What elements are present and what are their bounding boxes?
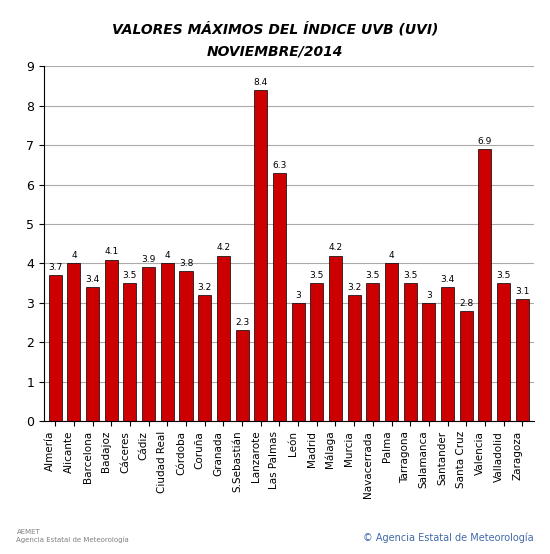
Text: 3.5: 3.5: [123, 271, 137, 280]
Text: 3: 3: [426, 291, 432, 300]
Text: 3.7: 3.7: [48, 263, 62, 272]
Text: 3.9: 3.9: [141, 255, 156, 264]
Bar: [86, 287, 99, 421]
Text: 3.5: 3.5: [366, 271, 380, 280]
Bar: [179, 271, 192, 421]
Text: 3.1: 3.1: [515, 287, 530, 296]
Bar: [235, 330, 249, 421]
Text: 8.4: 8.4: [254, 78, 268, 87]
Bar: [67, 264, 80, 421]
Text: 2.3: 2.3: [235, 319, 249, 327]
Text: © Agencia Estatal de Meteorología: © Agencia Estatal de Meteorología: [363, 532, 534, 543]
Bar: [198, 295, 211, 421]
Text: 3.5: 3.5: [403, 271, 417, 280]
Text: 3.5: 3.5: [497, 271, 511, 280]
Bar: [217, 255, 230, 421]
Bar: [460, 311, 473, 421]
Text: 3.4: 3.4: [85, 275, 100, 284]
Text: 3.4: 3.4: [441, 275, 455, 284]
Bar: [478, 149, 492, 421]
Bar: [292, 303, 305, 421]
Bar: [48, 275, 62, 421]
Text: 3.8: 3.8: [179, 259, 193, 268]
Text: 3.5: 3.5: [310, 271, 324, 280]
Text: 4: 4: [389, 252, 394, 260]
Text: 3: 3: [295, 291, 301, 300]
Bar: [404, 283, 417, 421]
Bar: [422, 303, 436, 421]
Bar: [366, 283, 379, 421]
Text: 6.9: 6.9: [478, 137, 492, 146]
Bar: [142, 268, 155, 421]
Text: 4.1: 4.1: [104, 248, 118, 257]
Text: NOVIEMBRE/2014: NOVIEMBRE/2014: [207, 44, 343, 58]
Text: 3.2: 3.2: [347, 283, 361, 292]
Text: 4: 4: [164, 252, 170, 260]
Bar: [310, 283, 323, 421]
Bar: [123, 283, 136, 421]
Text: 4.2: 4.2: [216, 243, 230, 253]
Text: 3.2: 3.2: [197, 283, 212, 292]
Bar: [104, 259, 118, 421]
Bar: [161, 264, 174, 421]
Text: 2.8: 2.8: [459, 299, 474, 307]
Bar: [385, 264, 398, 421]
Text: AEMET
Agencia Estatal de Meteorología: AEMET Agencia Estatal de Meteorología: [16, 529, 129, 543]
Bar: [441, 287, 454, 421]
Text: 6.3: 6.3: [272, 161, 287, 170]
Bar: [348, 295, 361, 421]
Bar: [497, 283, 510, 421]
Text: 4: 4: [71, 252, 76, 260]
Text: 4.2: 4.2: [328, 243, 343, 253]
Bar: [254, 90, 267, 421]
Bar: [273, 173, 286, 421]
Bar: [516, 299, 529, 421]
Text: VALORES MÁXIMOS DEL ÍNDICE UVB (UVI): VALORES MÁXIMOS DEL ÍNDICE UVB (UVI): [112, 22, 438, 37]
Bar: [329, 255, 342, 421]
